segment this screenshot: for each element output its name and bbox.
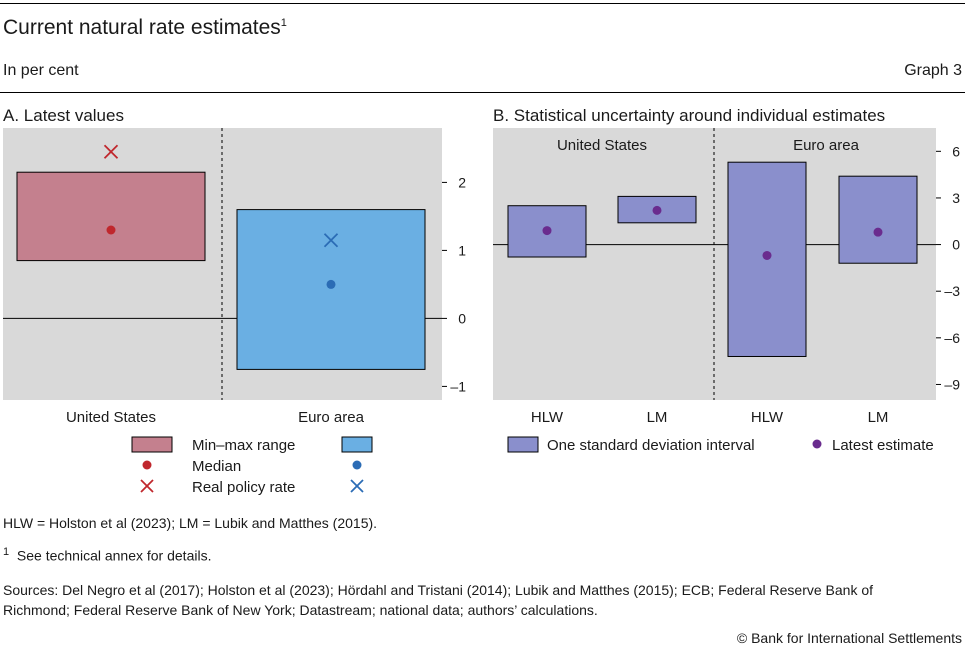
legend-sd-interval-label: One standard deviation interval <box>547 437 755 454</box>
panel-b-chart: United States Euro area 6 3 0 –3 –6 –9 HLW LM… <box>493 128 960 426</box>
legend-sd-interval-swatch <box>507 436 539 453</box>
top-rule <box>0 3 965 4</box>
panel-b-ytick-label: 6 <box>952 143 960 159</box>
us-lm-latest-estimate <box>652 205 662 215</box>
legend-us-policy-cross <box>140 479 154 493</box>
sources-line-2: Richmond; Federal Reserve Bank of New Yo… <box>3 602 598 618</box>
legend-ea-median-dot <box>352 460 362 470</box>
unit-label: In per cent <box>3 62 79 79</box>
panel-b-plot-bg <box>493 128 936 400</box>
graph-label: Graph 3 <box>904 62 962 79</box>
panel-b-category-ea-lm: LM <box>868 409 889 426</box>
panel-b-ytick-label: 0 <box>952 237 960 253</box>
legend-latest-estimate-label: Latest estimate <box>832 437 934 454</box>
panel-b-category-us-hlw: HLW <box>531 409 564 426</box>
panel-b-ytick-label: 3 <box>952 190 960 206</box>
panel-a-ytick-label: 2 <box>458 174 466 190</box>
page-title: Current natural rate estimates1 <box>3 16 287 39</box>
panel-b-legend: One standard deviation interval Latest e… <box>507 436 934 454</box>
us-real-policy-rate-marker <box>103 144 119 159</box>
legend-min-max-label: Min–max range <box>192 437 295 454</box>
panel-b-group-ea: Euro area <box>793 137 860 154</box>
ea-median-marker <box>326 279 336 289</box>
us-min-max-range <box>16 171 206 262</box>
legend-ea-policy-cross <box>350 479 364 493</box>
panel-b-category-us-lm: LM <box>647 409 668 426</box>
ea-lm-sd-interval <box>838 175 918 264</box>
panel-b-group-us: United States <box>557 137 647 154</box>
panel-a-ytick-label: 0 <box>458 310 466 326</box>
panel-b-ytick-label: –6 <box>944 330 960 346</box>
ea-lm-latest-estimate <box>873 227 883 237</box>
ea-hlw-latest-estimate <box>762 250 772 260</box>
panel-a-title: A. Latest values <box>3 106 124 125</box>
header-rule <box>0 92 965 93</box>
panel-a-ytick-label: –1 <box>450 378 466 394</box>
ea-min-max-range <box>236 209 426 370</box>
legend-us-range-swatch <box>131 436 173 453</box>
panel-b-ytick-label: –3 <box>944 283 960 299</box>
legend-ea-range-swatch <box>341 436 373 453</box>
copyright: © Bank for International Settlements <box>736 630 962 646</box>
us-median-marker <box>106 225 116 235</box>
ea-real-policy-rate-marker <box>323 233 339 248</box>
panel-b-title: B. Statistical uncertainty around indivi… <box>493 106 886 125</box>
panel-b-category-ea-hlw: HLW <box>751 409 784 426</box>
panel-b-ytick-label: –9 <box>944 376 960 392</box>
legend-latest-estimate-dot <box>812 439 822 449</box>
panel-a-category-ea: Euro area <box>298 409 365 426</box>
panel-a-chart: 2 1 0 –1 United States Euro area <box>3 128 466 426</box>
legend-median-label: Median <box>192 458 241 475</box>
panel-a-ytick-label: 1 <box>458 242 466 258</box>
footnote: 1 See technical annex for details. <box>3 546 212 564</box>
abbreviations-note: HLW = Holston et al (2023); LM = Lubik a… <box>3 515 378 531</box>
legend-us-median-dot <box>142 460 152 470</box>
sources-line-1: Sources: Del Negro et al (2017); Holston… <box>3 582 874 598</box>
us-hlw-latest-estimate <box>542 226 552 236</box>
legend-policy-rate-label: Real policy rate <box>192 479 295 496</box>
panel-a-category-us: United States <box>66 409 156 426</box>
panel-a-legend: Min–max range Median Real policy rate <box>131 436 373 496</box>
